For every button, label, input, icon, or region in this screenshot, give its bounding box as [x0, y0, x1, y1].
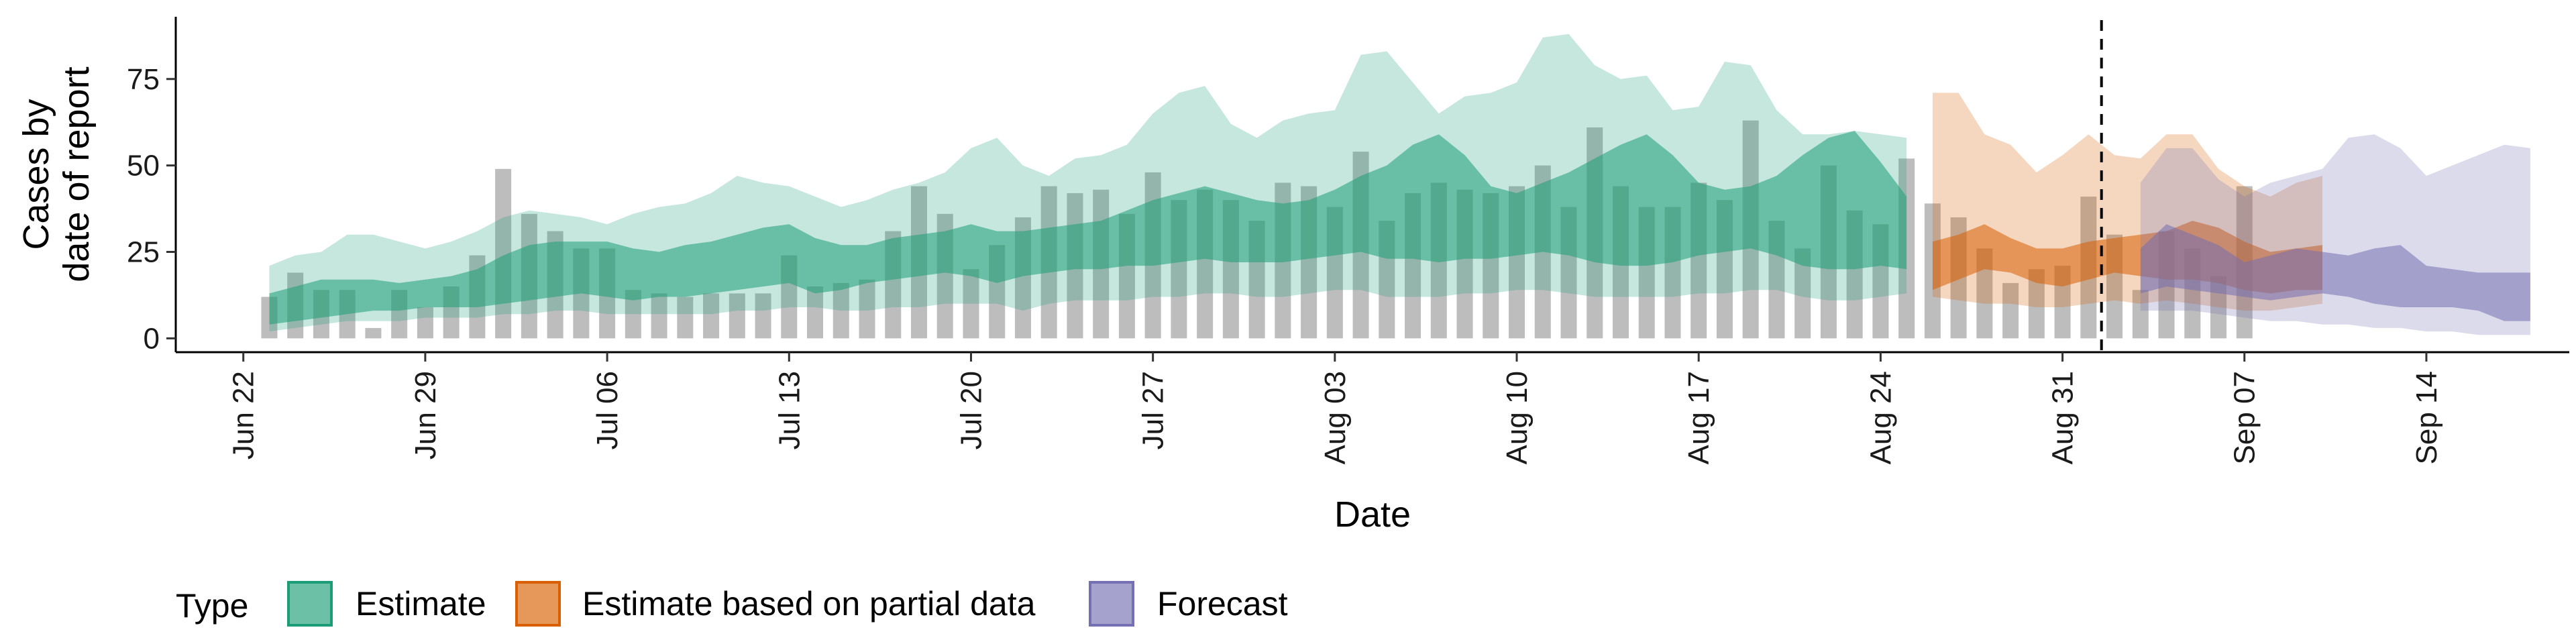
- bar-23: [833, 282, 849, 339]
- y-axis-title: Cases by date of report: [16, 66, 97, 282]
- series-estimate: [269, 34, 1907, 332]
- band-50-forecast: [2140, 224, 2530, 321]
- legend-key-estimate: [287, 581, 333, 627]
- x-tick-label-aug-17: Aug 17: [1682, 371, 1715, 464]
- y-axis-title-line-1: Cases by: [16, 99, 56, 250]
- legend-label-estimate: Estimate: [356, 585, 486, 623]
- x-tick-label-jul-13: Jul 13: [773, 371, 806, 449]
- x-tick-label-jul-27: Jul 27: [1137, 371, 1170, 449]
- band-50-estimate: [269, 131, 1907, 325]
- x-tick-label-sep-14: Sep 14: [2410, 371, 2443, 464]
- bar-24: [859, 279, 875, 339]
- legend-label-forecast: Forecast: [1157, 585, 1288, 623]
- legend: Type Estimate Estimate based on partial d…: [176, 581, 1288, 627]
- bar-22: [807, 286, 824, 339]
- y-tick-label-50: 50: [127, 150, 160, 182]
- x-tick-label-jul-20: Jul 20: [955, 371, 987, 449]
- x-tick-label-aug-10: Aug 10: [1501, 371, 1534, 464]
- bar-7: [417, 307, 433, 339]
- x-tick-label-sep-07: Sep 07: [2229, 371, 2261, 464]
- bar-28: [963, 269, 979, 339]
- bar-17: [677, 297, 694, 339]
- x-axis-title: Date: [1334, 494, 1411, 535]
- bar-16: [651, 293, 667, 339]
- legend-key-estimate-based-on-partial-data: [515, 581, 561, 627]
- bar-5: [365, 327, 382, 339]
- bar-20: [755, 293, 771, 339]
- y-tick-label-75: 75: [127, 63, 160, 96]
- bar-19: [729, 293, 745, 339]
- legend-label-estimate-based-on-partial-data: Estimate based on partial data: [582, 585, 1036, 623]
- bar-68: [2002, 282, 2019, 339]
- bar-18: [703, 293, 720, 339]
- y-tick-label-25: 25: [127, 236, 160, 269]
- bar-73: [2132, 290, 2149, 339]
- bands-layer: [269, 34, 2530, 335]
- x-tick-label-aug-24: Aug 24: [1864, 371, 1897, 464]
- axes: 0 25 50 75 Jun 22 Jun 29 Jul 06 Jul 13 Jul 20 Jul…: [127, 17, 2569, 464]
- y-axis-title-line-2: date of report: [56, 66, 97, 282]
- legend-title: Type: [176, 587, 248, 625]
- x-tick-label-aug-03: Aug 03: [1319, 371, 1352, 464]
- x-tick-label-jun-22: Jun 22: [227, 371, 260, 460]
- x-tick-label-aug-31: Aug 31: [2047, 371, 2080, 464]
- x-tick-label-jun-29: Jun 29: [409, 371, 442, 460]
- x-tick-label-jul-06: Jul 06: [591, 371, 624, 449]
- y-tick-label-0: 0: [144, 322, 160, 355]
- legend-key-forecast: [1089, 581, 1134, 627]
- series-forecast: [2140, 134, 2530, 335]
